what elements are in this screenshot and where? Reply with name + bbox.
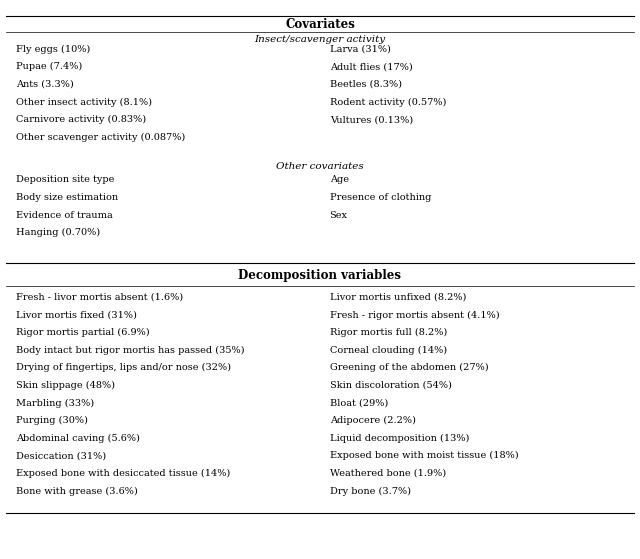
Text: Adult flies (17%): Adult flies (17%) (330, 62, 412, 72)
Text: Dry bone (3.7%): Dry bone (3.7%) (330, 486, 411, 496)
Text: Rigor mortis full (8.2%): Rigor mortis full (8.2%) (330, 328, 447, 337)
Text: Corneal clouding (14%): Corneal clouding (14%) (330, 345, 447, 355)
Text: Ants (3.3%): Ants (3.3%) (16, 80, 74, 89)
Text: Fresh - rigor mortis absent (4.1%): Fresh - rigor mortis absent (4.1%) (330, 310, 499, 320)
Text: Deposition site type: Deposition site type (16, 176, 115, 184)
Text: Age: Age (330, 176, 349, 184)
Text: Carnivore activity (0.83%): Carnivore activity (0.83%) (16, 115, 146, 124)
Text: Pupae (7.4%): Pupae (7.4%) (16, 62, 83, 72)
Text: Larva (31%): Larva (31%) (330, 45, 390, 54)
Text: Rigor mortis partial (6.9%): Rigor mortis partial (6.9%) (16, 328, 150, 337)
Text: Drying of fingertips, lips and/or nose (32%): Drying of fingertips, lips and/or nose (… (16, 363, 231, 372)
Text: Bone with grease (3.6%): Bone with grease (3.6%) (16, 486, 138, 496)
Text: Marbling (33%): Marbling (33%) (16, 399, 94, 408)
Text: Fresh - livor mortis absent (1.6%): Fresh - livor mortis absent (1.6%) (16, 293, 183, 302)
Text: Livor mortis unfixed (8.2%): Livor mortis unfixed (8.2%) (330, 293, 466, 302)
Text: Greening of the abdomen (27%): Greening of the abdomen (27%) (330, 363, 488, 372)
Text: Livor mortis fixed (31%): Livor mortis fixed (31%) (16, 310, 137, 320)
Text: Covariates: Covariates (285, 17, 355, 31)
Text: Hanging (0.70%): Hanging (0.70%) (16, 228, 100, 238)
Text: Purging (30%): Purging (30%) (16, 416, 88, 425)
Text: Body size estimation: Body size estimation (16, 193, 118, 202)
Text: Adipocere (2.2%): Adipocere (2.2%) (330, 416, 415, 425)
Text: Vultures (0.13%): Vultures (0.13%) (330, 115, 413, 124)
Text: Exposed bone with desiccated tissue (14%): Exposed bone with desiccated tissue (14%… (16, 469, 230, 478)
Text: Other scavenger activity (0.087%): Other scavenger activity (0.087%) (16, 132, 185, 142)
Text: Beetles (8.3%): Beetles (8.3%) (330, 80, 402, 89)
Text: Desiccation (31%): Desiccation (31%) (16, 451, 106, 461)
Text: Insect/scavenger activity: Insect/scavenger activity (255, 35, 385, 44)
Text: Weathered bone (1.9%): Weathered bone (1.9%) (330, 469, 445, 478)
Text: Liquid decomposition (13%): Liquid decomposition (13%) (330, 434, 469, 443)
Text: Exposed bone with moist tissue (18%): Exposed bone with moist tissue (18%) (330, 451, 518, 461)
Text: Presence of clothing: Presence of clothing (330, 193, 431, 202)
Text: Body intact but rigor mortis has passed (35%): Body intact but rigor mortis has passed … (16, 345, 244, 355)
Text: Skin slippage (48%): Skin slippage (48%) (16, 381, 115, 390)
Text: Bloat (29%): Bloat (29%) (330, 399, 388, 408)
Text: Decomposition variables: Decomposition variables (239, 268, 401, 282)
Text: Rodent activity (0.57%): Rodent activity (0.57%) (330, 97, 446, 107)
Text: Skin discoloration (54%): Skin discoloration (54%) (330, 381, 451, 390)
Text: Other covariates: Other covariates (276, 162, 364, 170)
Text: Abdominal caving (5.6%): Abdominal caving (5.6%) (16, 434, 140, 443)
Text: Evidence of trauma: Evidence of trauma (16, 211, 113, 220)
Text: Fly eggs (10%): Fly eggs (10%) (16, 45, 90, 54)
Text: Sex: Sex (330, 211, 348, 220)
Text: Other insect activity (8.1%): Other insect activity (8.1%) (16, 97, 152, 107)
